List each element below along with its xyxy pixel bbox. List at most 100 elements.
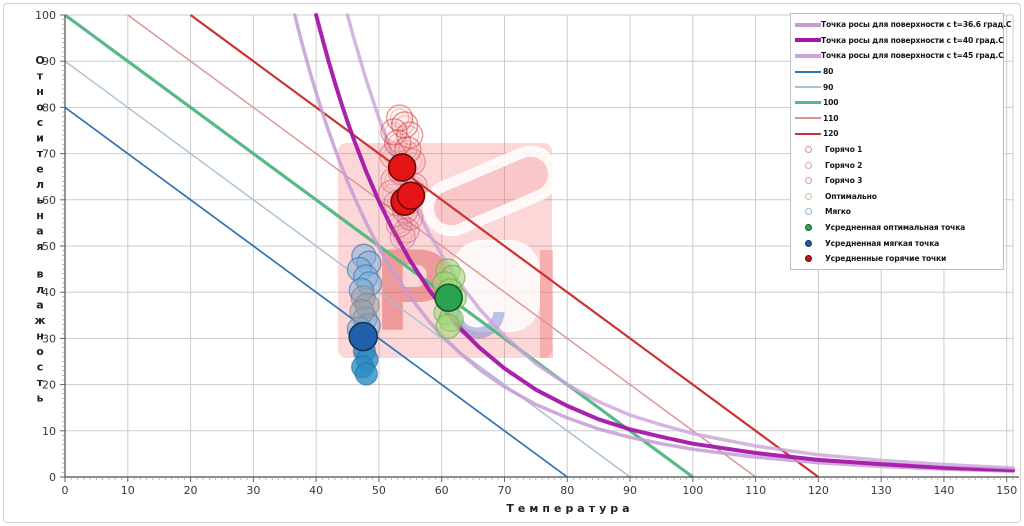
y-axis-label-letter: я [36, 240, 43, 253]
legend-item-11: Оптимально [791, 189, 1003, 205]
data-point [396, 181, 426, 210]
dew-curve-1 [314, 13, 1015, 473]
y-axis-label-letter: с [37, 361, 44, 374]
legend-marker-swatch [804, 177, 812, 185]
x-tick-label: 10 [121, 484, 135, 497]
data-point-ring [400, 125, 420, 145]
x-tick-label: 120 [808, 484, 829, 497]
legend-item-7: 120 [791, 126, 1003, 142]
legend-item-1: Точка росы для поверхности с t=40 град.С [791, 33, 1004, 49]
y-tick-label: 70 [42, 148, 56, 161]
x-tick-label: 130 [871, 484, 892, 497]
y-tick-label: 100 [35, 9, 56, 22]
dew-curve-2 [345, 13, 1015, 470]
data-point [348, 321, 379, 352]
y-axis-label-letter: а [36, 299, 43, 312]
data-point-ring [393, 228, 412, 247]
y-axis-label-letter: о [36, 345, 44, 358]
x-tick-label: 0 [62, 484, 69, 497]
iso-line-110 [127, 14, 757, 478]
legend-item-label: Точка росы для поверхности с t=40 град.С [821, 35, 1004, 45]
legend-marker-swatch [804, 192, 812, 200]
legend-item-5: 100 [791, 95, 1003, 111]
legend-line-swatch [795, 132, 821, 135]
x-tick-label: 30 [246, 484, 260, 497]
legend-item-label: 80 [823, 67, 834, 77]
legend-item-8: Горячо 1 [791, 142, 1003, 158]
y-tick-label: 40 [42, 286, 56, 299]
legend-item-label: Горячо 2 [825, 160, 863, 170]
legend-line-swatch [795, 38, 821, 43]
legend-item-label: 100 [823, 98, 839, 108]
y-axis-label-letter: н [36, 330, 44, 343]
legend-item-label: Точка росы для поверхности с t=45 град.С [821, 51, 1004, 61]
x-axis-label: Температура [506, 502, 633, 515]
y-axis-label-letter: л [36, 283, 44, 296]
legend-item-14: Усредненная мягкая точка [791, 235, 1003, 251]
legend-item-3: 80 [791, 64, 1003, 80]
legend-marker-swatch [804, 224, 812, 232]
legend-item-label: Усредненные горячие точки [825, 254, 947, 264]
legend-marker-swatch [804, 239, 812, 247]
x-tick-label: 150 [996, 484, 1017, 497]
legend-item-4: 90 [791, 79, 1003, 95]
legend-line-swatch [795, 117, 821, 120]
y-axis-label-letter: о [36, 101, 44, 114]
data-point [387, 153, 417, 182]
x-tick-label: 110 [745, 484, 766, 497]
legend-line-swatch [795, 53, 821, 58]
legend-line-swatch [795, 70, 821, 73]
y-tick-label: 80 [42, 101, 56, 114]
legend-item-label: 120 [823, 129, 839, 139]
legend-item-6: 110 [791, 111, 1003, 127]
legend-line-swatch [795, 22, 821, 27]
y-axis-label-letter: с [37, 116, 44, 129]
legend-item-label: Точка росы для поверхности с t=36.6 град… [821, 20, 1012, 30]
x-tick-label: 70 [497, 484, 511, 497]
y-axis-label-letter: и [36, 132, 44, 145]
legend-item-label: 90 [823, 82, 834, 92]
legend-item-0: Точка росы для поверхности с t=36.6 град… [791, 17, 1012, 33]
y-axis-label-letter: т [37, 376, 44, 389]
data-point [393, 217, 420, 244]
legend-item-13: Усредненная оптимальная точка [791, 220, 1003, 236]
axes: 0 10 20 30 40 50 60 70 80 90 100 110 120 130 140 150 0 10… [35, 9, 1019, 515]
x-tick-label: 60 [435, 484, 449, 497]
y-axis-label-letter: О [35, 54, 44, 67]
legend-item-12: Мягко [791, 204, 1003, 220]
y-tick-label: 0 [49, 471, 56, 484]
legend-item-label: Горячо 3 [825, 176, 863, 186]
scatter-усредненная-мягкая-точка [348, 321, 379, 352]
legend: Точка росы для поверхности с t=36.6 град… [790, 13, 1012, 270]
legend-line-swatch [795, 101, 821, 105]
data-point [434, 283, 463, 313]
legend-item-label: Мягко [825, 207, 851, 217]
data-point [354, 362, 379, 386]
y-axis-label-letter: н [36, 85, 44, 98]
legend-item-label: 110 [823, 113, 839, 123]
data-point-ring [397, 221, 416, 240]
data-point-ring [395, 115, 415, 135]
legend-marker-swatch [804, 208, 812, 216]
watermark-pen-shape [422, 145, 560, 237]
x-tick-label: 100 [682, 484, 703, 497]
legend-marker-swatch [804, 161, 812, 169]
x-tick-label: 90 [623, 484, 637, 497]
iso-line-80 [64, 106, 568, 478]
y-tick-label: 90 [42, 55, 56, 68]
scatter-усредненная-оптимальная-точка [434, 283, 463, 313]
x-tick-label: 20 [184, 484, 198, 497]
y-axis-label-letter: л [36, 178, 44, 191]
scatter-усредненные-горячие-точки [387, 153, 426, 216]
y-axis-label-letter: т [37, 70, 44, 83]
x-tick-label: 140 [933, 484, 954, 497]
legend-item-15: Усредненные горячие точки [791, 251, 1003, 267]
y-axis-label-letter: ж [35, 314, 46, 327]
y-axis-label-letter: в [37, 268, 44, 281]
data-point [389, 224, 416, 251]
y-tick-label: 60 [42, 194, 56, 207]
scatter-мягко-(серые) [349, 285, 380, 325]
y-axis-label-letter: а [36, 225, 43, 238]
y-axis-label-letter: ь [37, 194, 44, 207]
legend-marker-swatch [804, 255, 812, 263]
